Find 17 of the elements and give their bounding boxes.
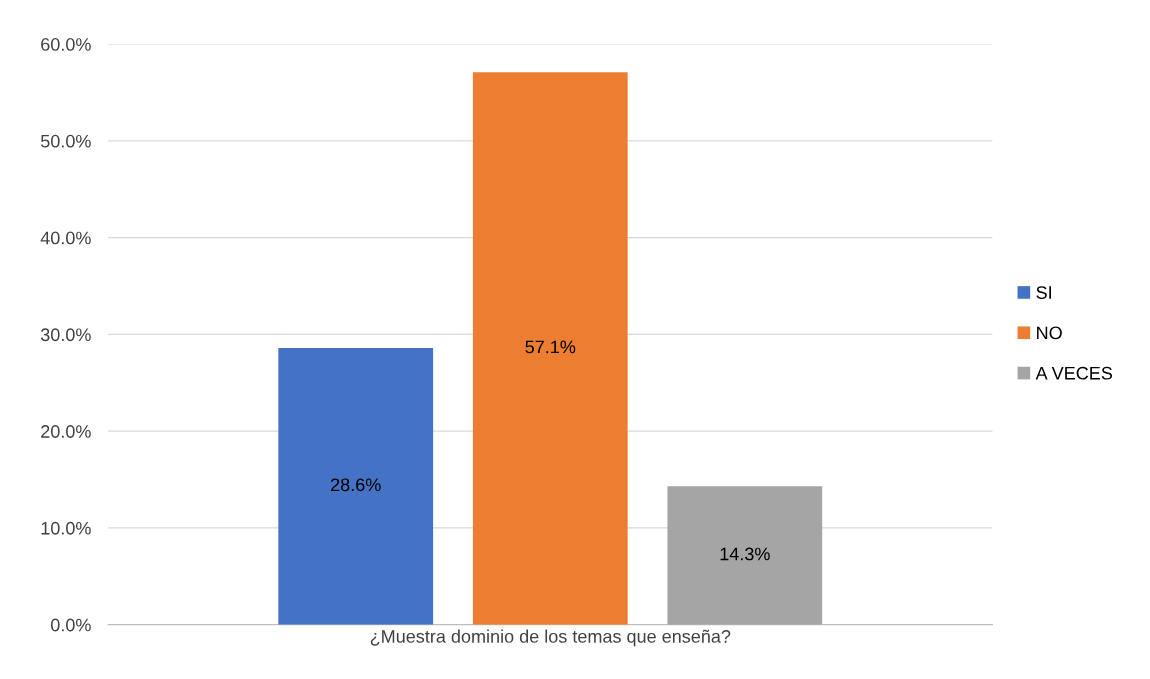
y-tick-label: 40.0% [40, 231, 91, 245]
bar [278, 347, 434, 625]
bar [667, 486, 823, 625]
y-tick-label: 30.0% [40, 328, 91, 342]
y-tick-label: 60.0% [41, 38, 91, 51]
y-tick-label: 20.0% [41, 425, 91, 438]
y-tick-label: 0.0% [50, 618, 91, 632]
legend-label: NO [1037, 326, 1062, 340]
y-tick-label: 10.0% [41, 521, 91, 535]
data-label: 57.1% [525, 340, 576, 354]
bar [472, 72, 628, 625]
x-tick-label: ¿Muestra dominio de los temas que enseña? [370, 629, 731, 647]
legend-label: SI [1036, 286, 1051, 299]
data-label: 28.6% [331, 478, 381, 492]
legend-label: A VECES [1035, 366, 1113, 380]
data-label: 14.3% [720, 547, 770, 561]
y-tick-label: 50.0% [40, 134, 91, 148]
